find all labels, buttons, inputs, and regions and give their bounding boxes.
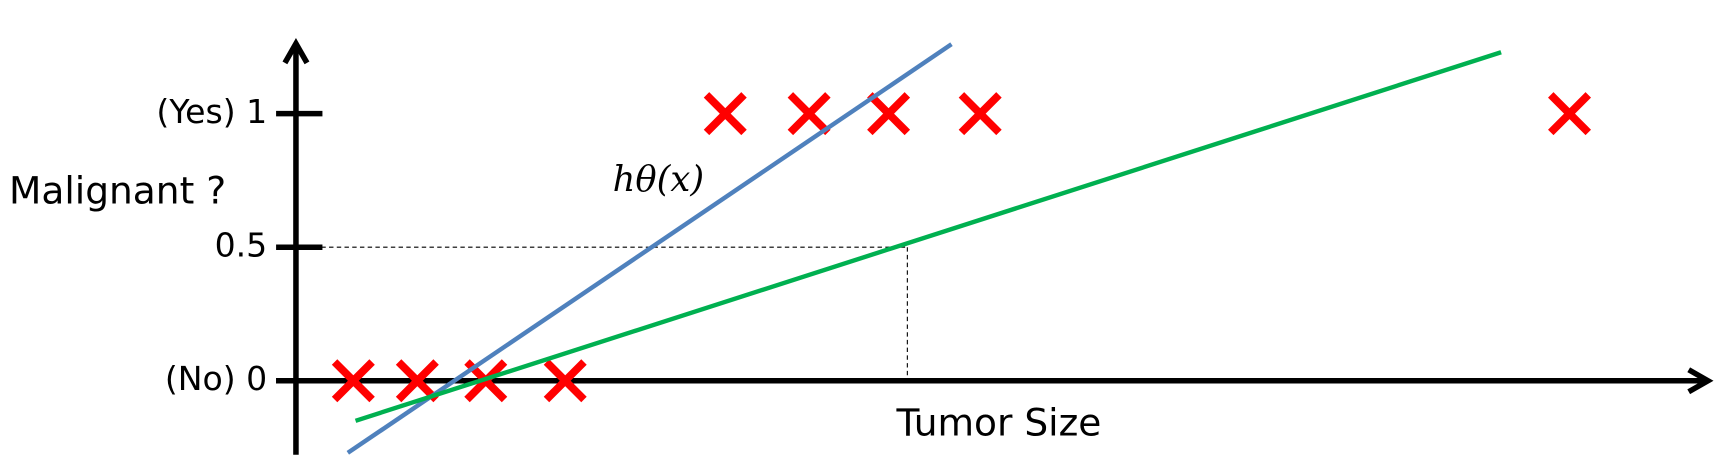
data-cross xyxy=(958,92,1002,136)
hypothesis-line xyxy=(354,50,1502,423)
data-cross xyxy=(703,92,747,136)
data-cross xyxy=(331,359,375,403)
y-tick-label: 0.5 xyxy=(215,226,268,265)
data-cross xyxy=(543,359,587,403)
x-axis-label: Tumor Size xyxy=(896,400,1102,444)
y-axis-label: Malignant ? xyxy=(9,169,226,213)
y-tick-label: (Yes) 1 xyxy=(156,92,267,131)
annotation: hθ(x) xyxy=(613,159,704,200)
y-tick-label: (No) 0 xyxy=(165,359,267,398)
data-cross xyxy=(1548,92,1592,136)
hypothesis-line xyxy=(346,42,953,455)
data-cross xyxy=(787,92,831,136)
data-cross xyxy=(395,359,439,403)
data-cross xyxy=(867,92,911,136)
